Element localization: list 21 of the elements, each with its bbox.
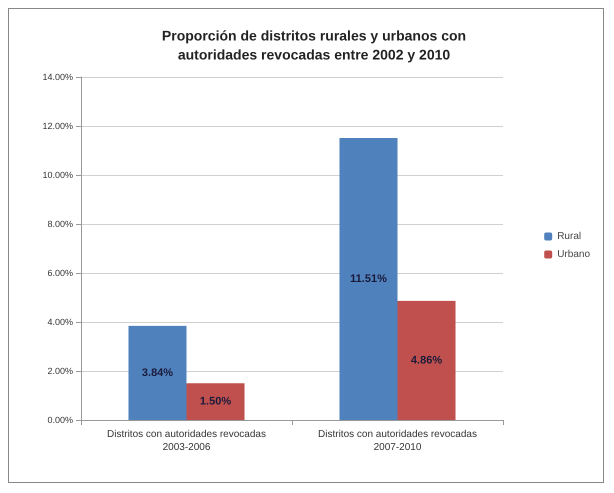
y-tick-label: 4.00% bbox=[47, 317, 73, 327]
y-tick-label: 8.00% bbox=[47, 219, 73, 229]
data-label: 4.86% bbox=[410, 354, 442, 366]
x-tick-label: Distritos con autoridades revocadas 2007-2010 bbox=[318, 429, 477, 453]
data-label: 11.51% bbox=[350, 273, 388, 286]
legend-label: Urbano bbox=[557, 249, 590, 260]
bar bbox=[339, 138, 398, 420]
y-tick-label: 14.00% bbox=[42, 72, 73, 82]
y-tick-label: 10.00% bbox=[42, 170, 73, 180]
legend-label: Rural bbox=[557, 231, 582, 242]
y-tick-label: 2.00% bbox=[47, 366, 73, 376]
bar bbox=[398, 300, 456, 420]
y-tick-label: 0.00% bbox=[47, 415, 73, 425]
y-tick-label: 12.00% bbox=[42, 121, 73, 131]
x-tick-label: Distritos con autoridades revocadas 2003-2006 bbox=[107, 429, 266, 453]
bar bbox=[186, 383, 245, 420]
chart-title: Proporción de distritos rurales y urbanos con autoridades revocadas entre 2002 y 2010 bbox=[162, 28, 466, 62]
data-label: 1.50% bbox=[200, 396, 232, 408]
y-tick-label: 6.00% bbox=[47, 268, 73, 278]
data-label: 3.84% bbox=[142, 366, 174, 379]
bar bbox=[128, 326, 186, 420]
